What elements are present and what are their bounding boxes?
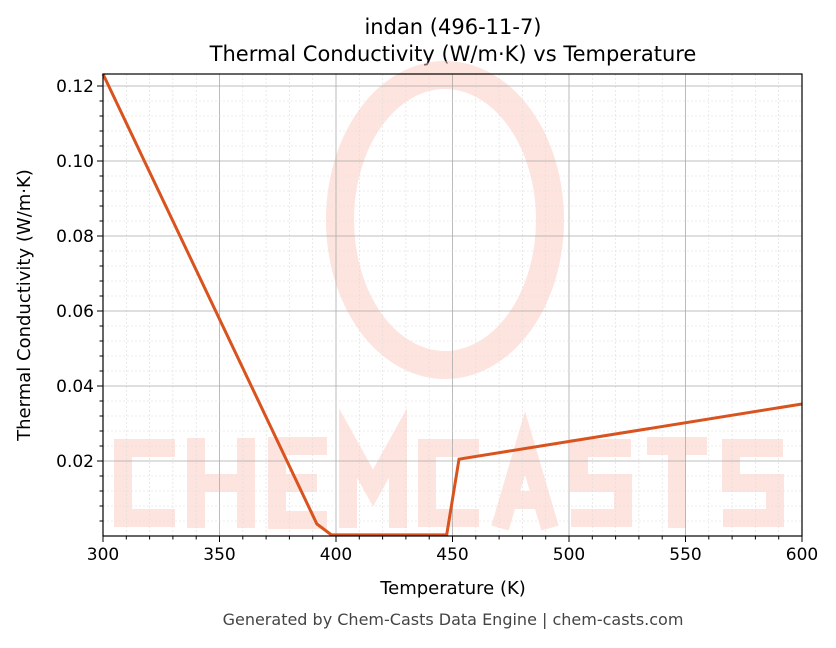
y-tick-label: 0.04 xyxy=(56,377,94,397)
x-tick-label: 400 xyxy=(320,545,352,565)
footer: Generated by Chem-Casts Data Engine | ch… xyxy=(223,610,684,629)
watermark-letter xyxy=(418,439,479,527)
x-tick-label: 350 xyxy=(203,545,235,565)
y-tick-label: 0.12 xyxy=(56,77,94,97)
x-tick-label: 600 xyxy=(786,545,818,565)
series-line xyxy=(101,73,803,537)
y-tick-label: 0.02 xyxy=(56,452,94,472)
watermark-letter xyxy=(187,438,255,528)
watermark-letter xyxy=(722,439,784,527)
plot-frame xyxy=(102,73,803,537)
y-tick-label: 0.08 xyxy=(56,227,94,247)
watermark-letter xyxy=(570,439,632,527)
watermark-letter xyxy=(339,408,407,528)
chart-title: indan (496-11-7) xyxy=(364,15,541,39)
watermark-circle xyxy=(326,61,564,379)
watermark-letter xyxy=(647,437,707,528)
watermark-letter xyxy=(491,411,559,531)
y-tick-label: 0.06 xyxy=(56,302,94,322)
y-tick-label: 0.10 xyxy=(56,152,94,172)
x-tick-label: 300 xyxy=(87,545,119,565)
watermark-letter xyxy=(114,439,175,527)
x-axis-label: Temperature (K) xyxy=(379,578,526,599)
y-axis-label: Thermal Conductivity (W/m·K) xyxy=(14,169,35,442)
x-tick-label: 500 xyxy=(553,545,585,565)
watermark-logo xyxy=(114,61,784,531)
x-tick-label: 550 xyxy=(669,545,701,565)
x-tick-label: 450 xyxy=(436,545,468,565)
